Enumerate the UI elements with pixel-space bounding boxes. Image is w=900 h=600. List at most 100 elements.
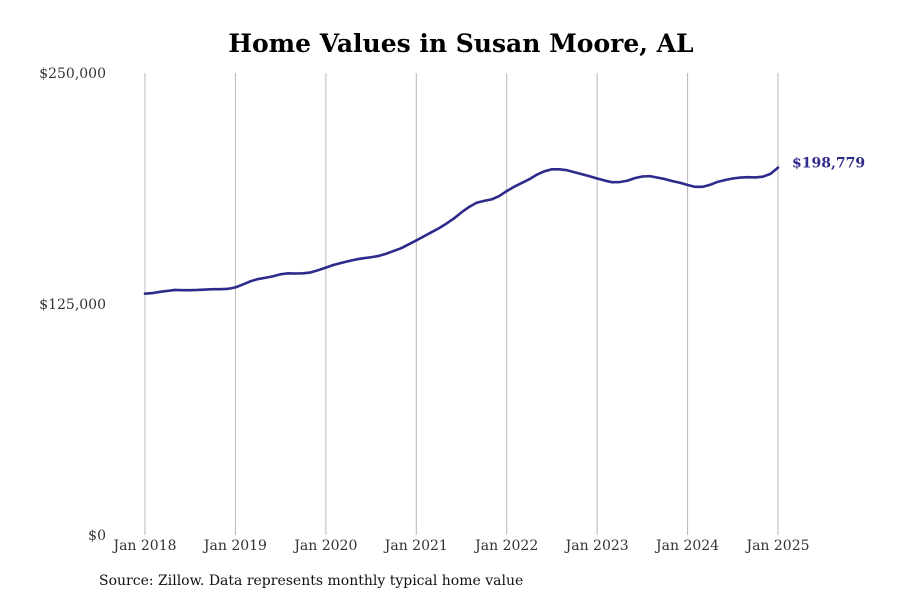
- data-point: [475, 201, 478, 204]
- data-point: [573, 171, 576, 174]
- data-point: [151, 291, 154, 295]
- data-point: [309, 271, 312, 274]
- data-point: [626, 179, 629, 182]
- data-point: [528, 178, 531, 181]
- data-point: [324, 266, 328, 269]
- x-tick-label: Jan 2018: [111, 538, 176, 554]
- series-line: [143, 166, 780, 295]
- data-point: [595, 177, 599, 180]
- vertical-gridlines: [144, 73, 779, 535]
- source-note: Source: Zillow. Data represents monthly …: [99, 573, 524, 589]
- data-point: [317, 268, 320, 272]
- data-point: [490, 198, 493, 201]
- data-point: [648, 174, 652, 178]
- x-tick-label: Jan 2025: [744, 538, 809, 554]
- data-point: [286, 272, 290, 275]
- chart-title: Home Values in Susan Moore, AL: [228, 29, 694, 58]
- data-point: [686, 183, 689, 187]
- data-point: [415, 239, 418, 242]
- data-point: [671, 179, 674, 183]
- data-point: [264, 276, 267, 279]
- x-tick-label: Jan 2022: [473, 538, 538, 554]
- data-point: [294, 272, 297, 275]
- data-point: [173, 288, 177, 292]
- data-point: [211, 288, 215, 291]
- data-point: [445, 222, 448, 225]
- data-point: [354, 258, 358, 261]
- data-point: [460, 211, 463, 214]
- data-point: [746, 176, 750, 179]
- y-tick-label: $0: [88, 528, 106, 544]
- data-point: [505, 189, 508, 193]
- data-point: [241, 283, 245, 286]
- data-point: [377, 254, 380, 258]
- data-point: [603, 179, 606, 182]
- data-point: [302, 272, 305, 275]
- data-point: [754, 176, 757, 179]
- data-point: [558, 168, 561, 171]
- data-point: [249, 280, 252, 283]
- data-point: [724, 178, 727, 182]
- data-point: [769, 172, 772, 176]
- data-point: [497, 194, 501, 198]
- data-point: [611, 181, 614, 184]
- data-point: [761, 175, 765, 178]
- data-point: [588, 175, 591, 178]
- end-value-label: $198,779: [792, 156, 865, 172]
- data-point: [656, 176, 659, 179]
- data-point: [158, 290, 162, 294]
- data-point: [256, 277, 260, 281]
- x-tick-label: Jan 2024: [654, 538, 719, 554]
- data-point: [430, 231, 433, 234]
- data-point: [739, 176, 742, 179]
- x-tick-label: Jan 2019: [202, 538, 267, 554]
- x-tick-label: Jan 2023: [564, 538, 629, 554]
- data-point: [520, 181, 523, 185]
- data-point: [513, 185, 516, 188]
- data-point: [678, 181, 682, 184]
- data-point: [279, 273, 282, 276]
- data-point: [271, 275, 275, 278]
- data-point: [143, 292, 147, 295]
- data-point: [219, 288, 222, 291]
- data-point: [392, 249, 395, 253]
- data-point: [400, 246, 403, 250]
- data-point: [189, 288, 192, 292]
- data-point: [407, 243, 410, 246]
- data-point: [731, 177, 734, 180]
- y-tick-label: $250,000: [39, 66, 106, 82]
- x-tick-label: Jan 2020: [292, 538, 357, 554]
- data-point: [369, 256, 373, 259]
- x-axis-tick-labels: Jan 2018 Jan 2019 Jan 2020 Jan 2021 Jan 2022…: [111, 538, 809, 554]
- data-point: [226, 287, 230, 291]
- data-point: [618, 180, 621, 184]
- y-tick-label: $125,000: [39, 297, 106, 313]
- data-point: [452, 217, 456, 220]
- data-point: [384, 252, 388, 255]
- data-point: [332, 263, 335, 267]
- data-point: [776, 166, 780, 169]
- y-axis-tick-labels: $0 $125,000 $250,000: [39, 66, 106, 544]
- data-point: [708, 183, 712, 187]
- data-point: [467, 205, 471, 209]
- data-point: [437, 227, 441, 230]
- data-point: [663, 177, 667, 181]
- data-point: [641, 175, 644, 178]
- data-point: [234, 286, 237, 289]
- data-point: [347, 259, 350, 263]
- data-point: [181, 288, 184, 292]
- data-point: [565, 169, 569, 172]
- data-point: [482, 199, 486, 203]
- data-point: [204, 288, 207, 291]
- data-point: [196, 288, 199, 292]
- data-point: [535, 173, 539, 176]
- data-point: [543, 170, 546, 173]
- data-point: [716, 180, 719, 184]
- data-point: [701, 185, 704, 189]
- data-point: [693, 185, 697, 189]
- data-point: [339, 261, 343, 265]
- x-tick-label: Jan 2021: [383, 538, 448, 554]
- series-layer: $198,779: [143, 156, 865, 295]
